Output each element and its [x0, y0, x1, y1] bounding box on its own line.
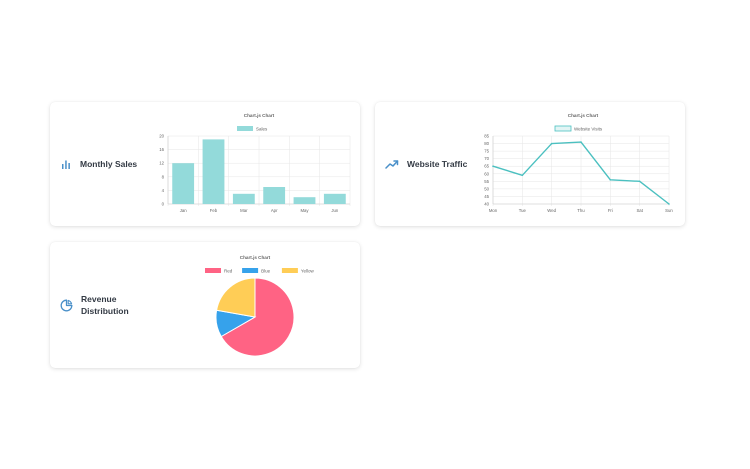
pie-slice	[220, 277, 295, 357]
card-title: Monthly Sales	[80, 159, 138, 169]
x-tick-label: Apr	[271, 208, 278, 213]
y-tick-label: 65	[484, 164, 489, 169]
x-tick-label: Tue	[519, 208, 527, 213]
bar	[172, 163, 195, 204]
legend-swatch	[237, 126, 253, 131]
legend-label: Blue	[261, 269, 271, 274]
data-point	[550, 142, 553, 145]
bar	[232, 193, 255, 204]
x-tick-label: Mon	[489, 208, 498, 213]
bar	[202, 139, 225, 204]
website-traffic-header: Website Traffic	[385, 102, 490, 226]
legend-swatch	[242, 268, 259, 273]
monthly-sales-card: Monthly Sales Chart.js Chart Sales 20 16 12 8…	[50, 102, 360, 226]
legend-label: Red	[224, 269, 233, 274]
x-tick-label: May	[300, 208, 309, 213]
website-traffic-card: Website Traffic Chart.js Chart Website Vi…	[375, 102, 685, 226]
legend-swatch	[281, 268, 298, 273]
x-tick-label: Thu	[577, 208, 585, 213]
data-point	[609, 179, 612, 181]
y-tick-label: 55	[484, 179, 489, 184]
y-tick-label: 8	[162, 174, 165, 179]
card-title: Website Traffic	[407, 159, 468, 169]
x-tick-label: Sat	[636, 208, 643, 213]
chart-title: Chart.js Chart	[240, 255, 271, 260]
revenue-pie-chart: Chart.js Chart Red Blue Yellow	[205, 255, 315, 357]
x-tick-label: Wed	[547, 208, 556, 213]
data-point	[492, 165, 494, 168]
y-tick-label: 45	[484, 194, 489, 199]
bar	[293, 197, 316, 204]
legend-label: Sales	[256, 127, 268, 132]
data-point	[521, 174, 524, 177]
legend-swatch	[205, 268, 221, 273]
chart-title: Chart.js Chart	[244, 113, 275, 118]
pie-slice	[216, 277, 256, 318]
x-tick-label: Jan	[180, 208, 188, 213]
revenue-distribution-header: Revenue Distribution	[60, 242, 165, 368]
y-tick-label: 16	[159, 147, 164, 152]
sales-bar-chart: Chart.js Chart Sales 20 16 12 8 4 0 Jan Feb Mar Apr…	[159, 113, 351, 213]
x-tick-label: Mar	[240, 208, 248, 213]
y-tick-label: 0	[162, 202, 165, 207]
chart-title: Chart.js Chart	[568, 113, 599, 118]
y-tick-label: 75	[484, 149, 489, 154]
y-tick-label: 12	[159, 161, 164, 166]
revenue-distribution-card: Revenue Distribution Chart.js Chart Red Bl…	[50, 242, 360, 368]
data-point	[580, 141, 582, 143]
monthly-sales-header: Monthly Sales	[60, 102, 165, 226]
x-tick-label: Jun	[331, 208, 339, 213]
x-tick-label: Sun	[665, 208, 673, 213]
data-point	[668, 203, 670, 205]
bar	[323, 193, 346, 204]
card-title: Revenue Distribution	[81, 294, 129, 316]
y-tick-label: 80	[484, 141, 489, 146]
bar	[263, 187, 286, 204]
trending-up-icon	[385, 160, 399, 169]
traffic-line-chart: Chart.js Chart Website Visits 85 80 75 70 65 60…	[484, 113, 673, 213]
y-tick-label: 20	[159, 134, 164, 139]
y-tick-label: 40	[484, 202, 489, 207]
legend-label: Yellow	[301, 269, 315, 274]
x-tick-label: Feb	[210, 208, 218, 213]
legend-swatch	[554, 125, 572, 132]
y-tick-label: 60	[484, 171, 489, 176]
y-tick-label: 70	[484, 156, 489, 161]
y-tick-label: 85	[484, 134, 489, 139]
x-tick-label: Fri	[608, 208, 613, 213]
legend-label: Website Visits	[574, 127, 603, 132]
y-tick-label: 4	[162, 188, 165, 193]
pie-chart-icon	[60, 299, 73, 311]
y-tick-label: 50	[484, 186, 489, 191]
bar-chart-icon	[62, 160, 70, 169]
data-point	[638, 180, 641, 183]
